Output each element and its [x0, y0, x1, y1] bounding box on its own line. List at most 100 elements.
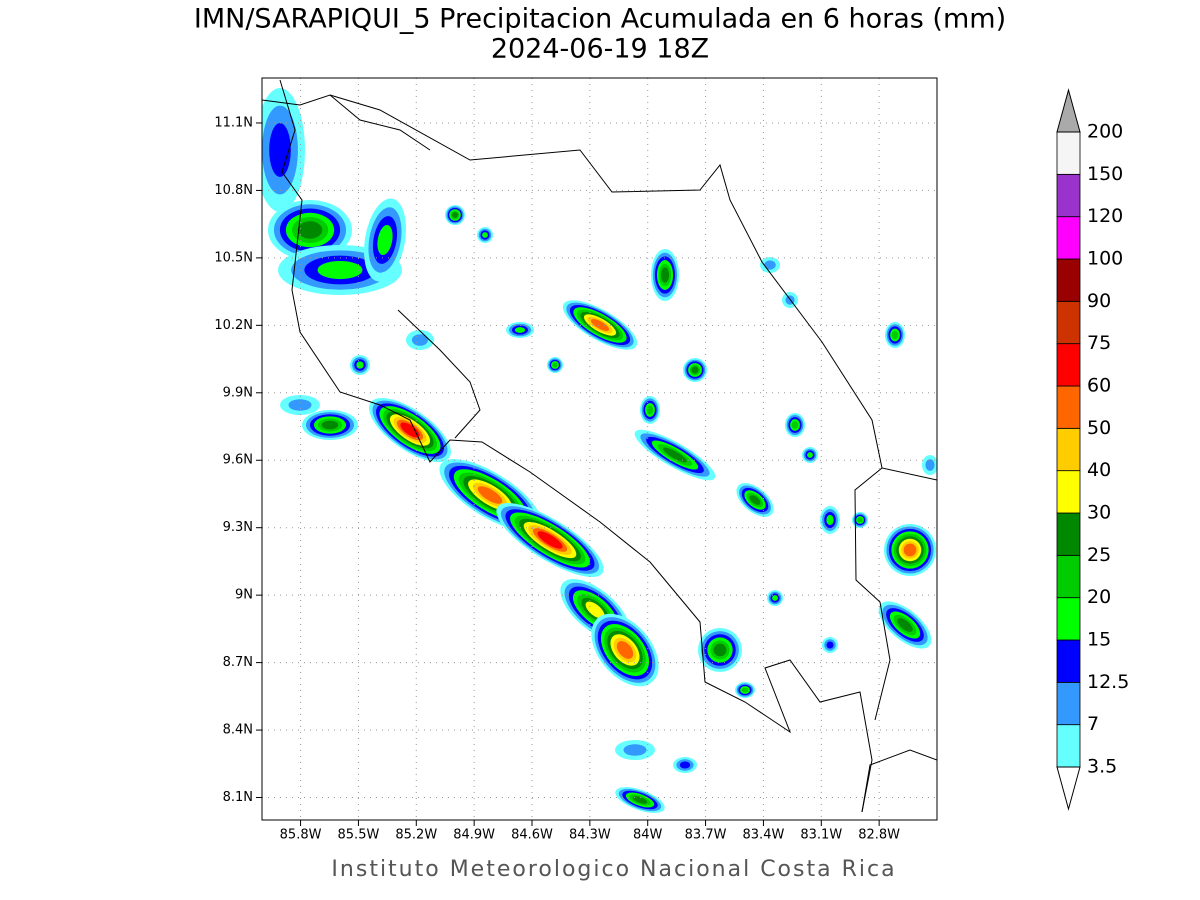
colorbar-segment — [1056, 216, 1081, 260]
precip-area — [679, 761, 691, 769]
gulf-nicoya — [397, 309, 481, 439]
lon-tick-label: 85.8W — [280, 828, 322, 843]
precip-area — [826, 641, 834, 649]
pacific-coast — [279, 79, 873, 813]
precip-area — [552, 362, 558, 368]
colorbar-segment — [1056, 300, 1081, 345]
precip-area — [585, 601, 605, 619]
precip-area — [691, 366, 699, 374]
lon-tick-label: 83.1W — [800, 828, 842, 843]
colorbar-segment — [1056, 512, 1081, 556]
colorbar-label: 90 — [1087, 290, 1111, 312]
lat-tick-label: 10.2N — [214, 318, 253, 333]
lat-tick-label: 8.4N — [223, 723, 253, 738]
precip-area — [616, 641, 634, 659]
colorbar-segment — [1056, 681, 1081, 726]
precip-layer — [262, 88, 937, 813]
colorbar-segment — [1056, 639, 1081, 683]
precip-area — [764, 260, 776, 270]
colorbar-segment — [1056, 343, 1081, 387]
precip-area — [791, 421, 799, 429]
lat-tick-label: 11.1N — [214, 115, 253, 130]
nicaragua-border — [262, 94, 431, 151]
panama-coast — [861, 749, 937, 813]
colorbar-label: 15 — [1087, 629, 1111, 651]
lon-tick-label: 82.8W — [858, 828, 900, 843]
colorbar-label: 40 — [1087, 459, 1111, 481]
precip-area — [590, 318, 610, 332]
colorbar-label: 60 — [1087, 375, 1111, 397]
panama-border — [854, 467, 891, 721]
precip-area — [925, 459, 935, 471]
colorbar-segment — [1056, 427, 1081, 472]
colorbar-over — [1056, 88, 1081, 133]
lon-tick-label: 84W — [633, 828, 663, 843]
footer-credit: Instituto Meteorologico Nacional Costa R… — [331, 857, 896, 882]
lat-tick-label: 10.5N — [214, 250, 253, 265]
precip-area — [897, 618, 913, 632]
colorbar-label: 7 — [1087, 713, 1099, 735]
colorbar-label: 120 — [1087, 205, 1123, 227]
lon-tick-label: 85.2W — [395, 828, 437, 843]
colorbar-segment — [1056, 385, 1081, 429]
colorbar-label: 100 — [1087, 248, 1123, 270]
lon-tick-label: 83.4W — [743, 828, 785, 843]
precip-area — [288, 399, 312, 411]
lon-tick-label: 84.9W — [453, 828, 495, 843]
precip-area — [317, 260, 363, 280]
precip-area — [400, 422, 420, 438]
precip-area — [482, 232, 488, 238]
precip-area — [713, 643, 727, 657]
precip-area — [632, 796, 648, 804]
colorbar-segment — [1056, 173, 1081, 218]
precip-area — [646, 405, 654, 415]
colorbar-segment — [1056, 554, 1081, 599]
map-subtitle: 2024-06-19 18Z — [491, 34, 709, 65]
precip-area — [903, 543, 917, 557]
lat-tick-label: 9.6N — [223, 453, 253, 468]
map-title: IMN/SARAPIQUI_5 Precipitacion Acumulada … — [194, 4, 1006, 35]
colorbar-label: 12.5 — [1087, 671, 1129, 693]
colorbar-segment — [1056, 258, 1081, 302]
colorbar-label: 3.5 — [1087, 756, 1117, 778]
colorbar-segment — [1056, 470, 1081, 514]
colorbar: 3.5 7 12.5 15 20 25 30 40 50 60 75 90 100 120 150 200 — [1056, 88, 1129, 811]
precip-area — [623, 744, 647, 756]
precip-area — [807, 452, 813, 458]
precip-area — [891, 330, 899, 340]
lat-tick-label: 9N — [235, 588, 253, 603]
colorbar-segment — [1056, 597, 1081, 641]
lon-tick-label: 85.5W — [338, 828, 380, 843]
colorbar-label: 150 — [1087, 163, 1123, 185]
precip-area — [297, 221, 323, 239]
colorbar-label: 25 — [1087, 544, 1111, 566]
precip-area — [377, 224, 393, 256]
precip-area — [857, 517, 863, 523]
lon-tick-label: 84.6W — [511, 828, 553, 843]
colorbar-segment — [1056, 724, 1081, 768]
precip-area — [477, 486, 503, 504]
precip-area — [826, 514, 834, 526]
grid: 85.8W 85.5W 85.2W 84.9W 84.6W 84.3W 84W 83.7W 83… — [214, 78, 937, 843]
precip-area — [269, 123, 291, 177]
lat-tick-label: 9.3N — [223, 520, 253, 535]
colorbar-segment — [1056, 131, 1081, 175]
lat-tick-label: 9.9N — [223, 385, 253, 400]
colorbar-label: 30 — [1087, 502, 1111, 524]
precip-area — [514, 327, 526, 333]
precip-area — [772, 595, 778, 601]
caribbean-coast — [329, 94, 937, 481]
precip-area — [452, 212, 458, 218]
precip-area — [537, 531, 563, 549]
map-frame — [261, 77, 938, 821]
coastlines — [262, 79, 937, 813]
colorbar-label: 50 — [1087, 417, 1111, 439]
colorbar-label: 75 — [1087, 332, 1111, 354]
lat-tick-label: 8.1N — [223, 790, 253, 805]
colorbar-under — [1056, 766, 1081, 811]
lat-tick-label: 8.7N — [223, 655, 253, 670]
precip-area — [663, 447, 687, 463]
precip-area — [321, 420, 339, 430]
lon-tick-label: 84.3W — [569, 828, 611, 843]
lat-tick-label: 10.8N — [214, 183, 253, 198]
